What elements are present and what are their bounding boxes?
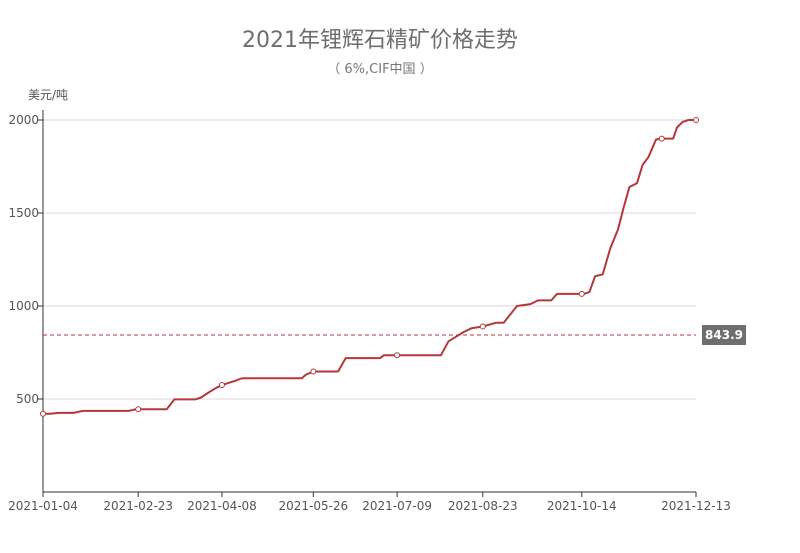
y-tick-label: 1500 [8,206,39,220]
data-point [310,368,317,375]
x-tick-label: 2021-12-13 [661,499,731,513]
y-tick-labels: 500 1000 1500 2000 [8,113,39,406]
data-point [218,382,225,389]
y-tick-label: 1000 [8,299,39,313]
x-tick-label: 2021-05-26 [278,499,348,513]
x-tick-label: 2021-04-08 [187,499,257,513]
y-axis-unit-label: 美元/吨 [28,88,69,102]
axes [38,110,697,497]
x-tick-label: 2021-07-09 [362,499,432,513]
x-tick-labels: 2021-01-04 2021-02-23 2021-04-08 2021-05-26… [8,499,731,513]
data-point [479,323,486,330]
data-point [394,352,401,359]
chart-subtitle: （ 6%,CIF中国 ） [327,62,433,77]
chart-title: 2021年锂辉石精矿价格走势 [242,28,518,53]
mark-line-label: 843.9 [705,328,743,342]
x-tick-label: 2021-01-04 [8,499,78,513]
mark-line-label-box [702,325,746,346]
data-point [693,117,699,123]
x-tick-label: 2021-02-23 [103,499,173,513]
average-mark-line: 843.9 [43,325,746,346]
x-tick-label: 2021-10-14 [547,499,617,513]
x-tick-label: 2021-08-23 [448,499,518,513]
data-point [578,290,585,297]
grid-lines [43,119,696,400]
y-tick-label: 500 [16,392,39,406]
y-tick-label: 2000 [8,113,39,127]
data-point [40,410,46,417]
data-markers [40,117,699,417]
data-point [658,135,665,142]
data-point [135,406,142,413]
series-line [43,119,696,415]
price-series [43,119,696,415]
